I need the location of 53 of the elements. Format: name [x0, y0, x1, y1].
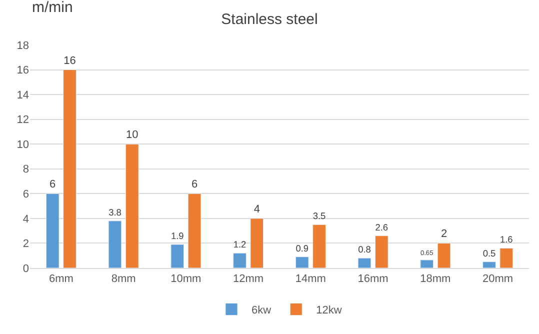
y-tick-label: 0 [22, 262, 29, 275]
x-tick-label: 20mm [482, 273, 514, 286]
data-label: 2 [440, 228, 448, 240]
bar [295, 256, 309, 268]
y-tick-label: 16 [16, 64, 29, 77]
bar [482, 262, 496, 268]
y-axis-title: m/min [32, 0, 73, 16]
data-label: 1.9 [170, 230, 184, 241]
data-label: 3.5 [312, 211, 326, 222]
y-tick-label: 2 [22, 238, 29, 250]
chart-title: Stainless steel [221, 10, 318, 28]
legend-label: 6kw [252, 304, 272, 317]
y-tick-label: 8 [22, 164, 29, 176]
bar [250, 218, 264, 268]
bar [46, 193, 60, 268]
y-tick-label: 4 [22, 213, 29, 226]
bar [233, 252, 246, 268]
y-tick-label: 12 [16, 114, 29, 126]
bar [358, 258, 372, 268]
data-label: 0.8 [358, 244, 371, 255]
bar [170, 244, 184, 268]
bar [125, 144, 139, 268]
x-tick-label: 8mm [111, 273, 136, 286]
data-label: 10 [126, 129, 138, 142]
x-tick-label: 16mm [358, 273, 388, 286]
data-label: 6 [191, 178, 198, 191]
bar [420, 260, 434, 268]
bar [437, 242, 451, 268]
x-tick-label: 6mm [48, 273, 74, 286]
y-tick-label: 18 [16, 40, 29, 52]
x-tick-label: 10mm [170, 273, 202, 286]
bar [312, 224, 326, 268]
data-label: 3.8 [108, 207, 122, 218]
data-label: 1.6 [500, 234, 513, 245]
data-label: 1.2 [233, 240, 246, 250]
data-label: 0.5 [482, 248, 496, 258]
bar [188, 193, 202, 268]
legend-label: 12kw [316, 304, 342, 317]
data-label: 2.6 [375, 222, 388, 232]
x-tick-label: 18mm [420, 273, 451, 286]
data-label: 16 [64, 54, 76, 67]
bar [108, 220, 122, 268]
x-tick-label: 12mm [233, 273, 264, 286]
bar [374, 236, 388, 268]
y-tick-label: 10 [16, 138, 29, 151]
data-label: 6 [50, 178, 56, 191]
y-tick-label: 14 [16, 89, 29, 102]
x-tick-label: 14mm [295, 273, 326, 286]
bar [500, 248, 514, 268]
y-tick-label: 6 [22, 188, 29, 201]
data-label: 4 [254, 203, 260, 216]
bar [63, 70, 76, 268]
data-label: 0.9 [296, 243, 309, 254]
